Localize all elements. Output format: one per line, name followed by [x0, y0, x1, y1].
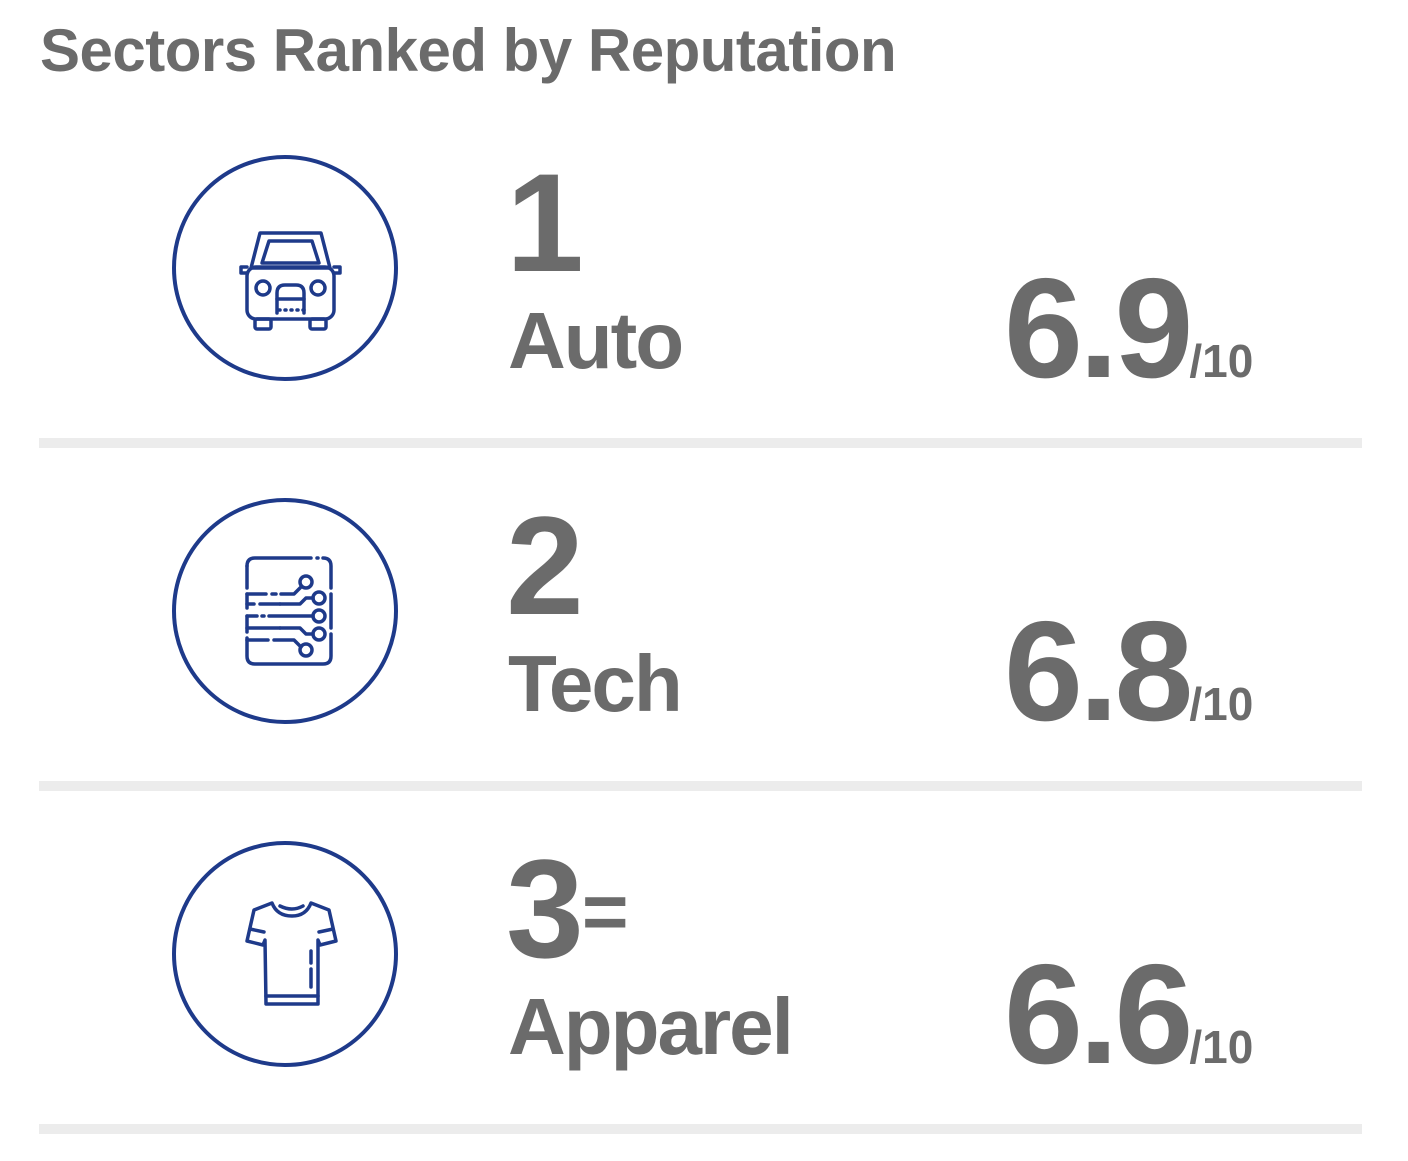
rank-number: 2 — [506, 487, 584, 644]
page-title: Sectors Ranked by Reputation — [40, 17, 897, 84]
rank-number: 3= — [506, 830, 629, 987]
ranking-row-apparel: 3= Apparel 6.6/10 — [0, 791, 1408, 1134]
score-scale: /10 — [1189, 335, 1254, 387]
sector-name: Tech — [508, 639, 683, 728]
score-value: 6.9 — [1004, 249, 1193, 408]
score-value: 6.8 — [1004, 592, 1193, 751]
reputation-score: 6.6/10 — [1004, 944, 1253, 1086]
tie-marker: = — [581, 867, 629, 956]
divider — [39, 438, 1362, 448]
divider — [39, 781, 1362, 791]
circuit-board-icon — [172, 498, 398, 724]
ranking-row-tech: 2 Tech 6.8/10 — [0, 448, 1408, 791]
sector-name: Auto — [508, 296, 684, 385]
sector-name: Apparel — [508, 982, 794, 1071]
score-scale: /10 — [1189, 1021, 1254, 1073]
divider — [39, 1124, 1362, 1134]
ranking-row-auto: 1 Auto 6.9/10 — [0, 105, 1408, 448]
reputation-score: 6.8/10 — [1004, 601, 1253, 743]
rank-number: 1 — [506, 144, 584, 301]
reputation-score: 6.9/10 — [1004, 258, 1253, 400]
t-shirt-icon — [172, 841, 398, 1067]
score-value: 6.6 — [1004, 935, 1193, 1094]
car-icon — [172, 155, 398, 381]
score-scale: /10 — [1189, 678, 1254, 730]
